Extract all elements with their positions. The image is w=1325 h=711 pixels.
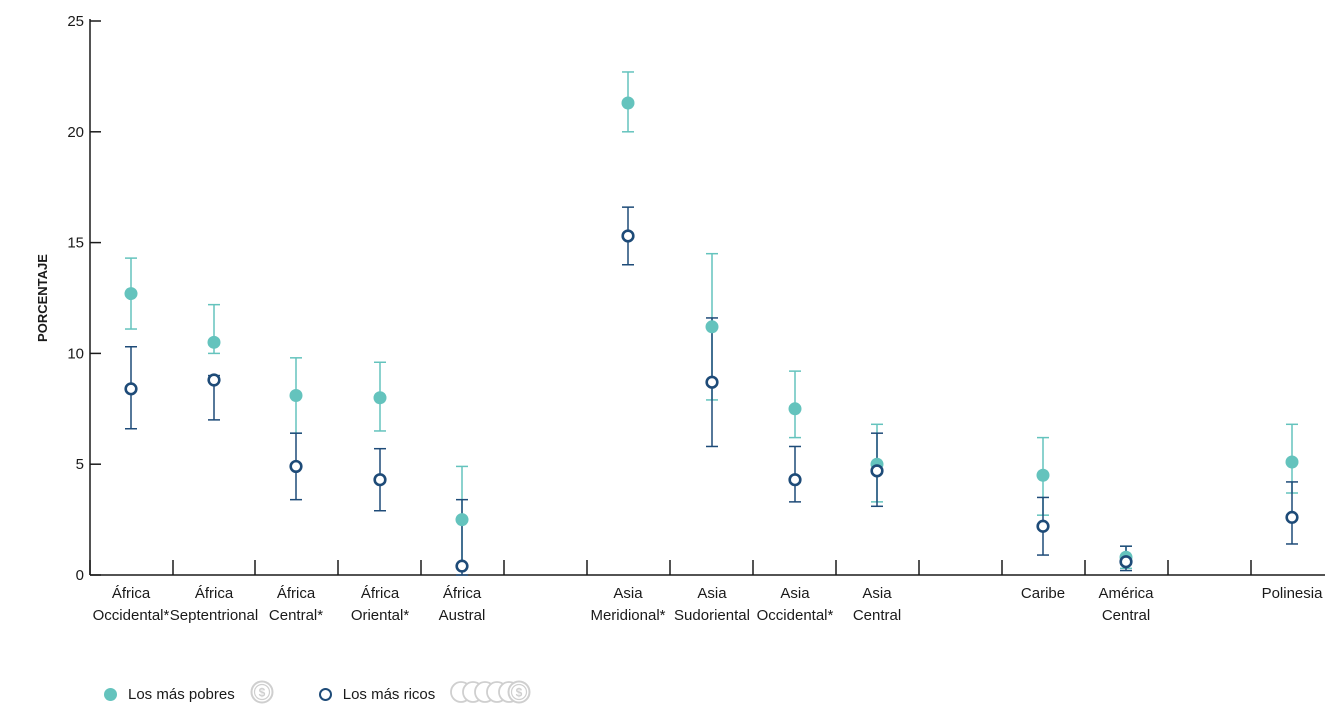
x-category-label: Asia bbox=[697, 585, 727, 602]
x-category-label: América bbox=[1098, 585, 1154, 602]
y-tick-label: 20 bbox=[67, 124, 84, 141]
legend-label-richest: Los más ricos bbox=[342, 685, 436, 703]
svg-text:$: $ bbox=[258, 686, 265, 700]
x-category-label: Septentrional bbox=[170, 607, 258, 624]
y-tick-label: 0 bbox=[76, 567, 84, 584]
point-poorest bbox=[1036, 468, 1050, 482]
legend-label-poorest: Los más pobres bbox=[128, 685, 235, 703]
point-richest bbox=[207, 373, 221, 387]
x-category-label: Asia bbox=[780, 585, 810, 602]
y-tick-label: 5 bbox=[76, 456, 84, 473]
x-category-label: África bbox=[195, 585, 234, 602]
point-poorest bbox=[621, 96, 635, 110]
y-axis-label-group: PORCENTAJE bbox=[35, 254, 50, 342]
x-category-label: Central bbox=[853, 607, 901, 624]
poorest-marker-icon bbox=[104, 687, 117, 701]
point-poorest bbox=[207, 335, 221, 349]
y-tick-label: 15 bbox=[67, 235, 84, 252]
x-axis: África Occidental* África Septentrional Áfri… bbox=[89, 560, 1325, 624]
x-category-label: Asia bbox=[862, 585, 892, 602]
x-category-label: Meridional* bbox=[590, 607, 665, 624]
point-richest bbox=[705, 375, 719, 389]
point-richest bbox=[289, 459, 303, 474]
svg-text:$: $ bbox=[516, 686, 523, 700]
x-category-label: Occidental* bbox=[757, 607, 834, 624]
legend-item-poorest: Los más pobres $ bbox=[104, 680, 275, 708]
x-category-label: Caribe bbox=[1021, 585, 1065, 602]
legend: Los más pobres $ Los más ricos $ bbox=[104, 680, 575, 708]
x-category-label: África bbox=[443, 585, 482, 602]
x-category-label: Polinesia bbox=[1262, 585, 1324, 602]
point-richest bbox=[788, 473, 802, 487]
point-poorest bbox=[788, 402, 802, 416]
y-axis: 0 5 10 15 20 25 bbox=[67, 13, 101, 584]
point-richest bbox=[870, 464, 884, 478]
x-category-label: Central* bbox=[269, 607, 323, 624]
x-category-label: Sudoriental bbox=[674, 607, 750, 624]
point-poorest bbox=[705, 320, 719, 334]
x-category-label: Asia bbox=[613, 585, 643, 602]
point-richest bbox=[1119, 555, 1133, 569]
y-tick-label: 10 bbox=[67, 345, 84, 362]
y-axis-label: PORCENTAJE bbox=[35, 254, 50, 342]
x-category-label: Oriental* bbox=[351, 607, 410, 624]
legend-item-richest: Los más ricos $ bbox=[318, 680, 532, 708]
x-category-label: África bbox=[112, 585, 151, 602]
point-poorest bbox=[124, 287, 138, 301]
x-category-label: Central bbox=[1102, 607, 1150, 624]
point-richest bbox=[1285, 510, 1299, 524]
point-richest bbox=[124, 382, 138, 396]
x-category-label: África bbox=[277, 585, 316, 602]
x-category-label: Austral bbox=[439, 607, 486, 624]
data-marks bbox=[124, 71, 1299, 576]
point-poorest bbox=[289, 389, 303, 403]
point-poorest bbox=[373, 391, 387, 405]
richest-marker-icon bbox=[318, 687, 332, 701]
coin-stack-icon: $ bbox=[449, 680, 531, 708]
y-tick-label: 25 bbox=[67, 13, 84, 30]
point-richest bbox=[455, 559, 469, 573]
point-poorest bbox=[1285, 455, 1299, 469]
point-poorest bbox=[455, 513, 469, 527]
single-coin-icon: $ bbox=[249, 680, 275, 708]
point-richest bbox=[373, 473, 387, 487]
x-category-label: África bbox=[361, 585, 400, 602]
point-richest bbox=[1036, 519, 1050, 533]
point-richest bbox=[621, 229, 635, 243]
x-category-label: Occidental* bbox=[93, 607, 170, 624]
